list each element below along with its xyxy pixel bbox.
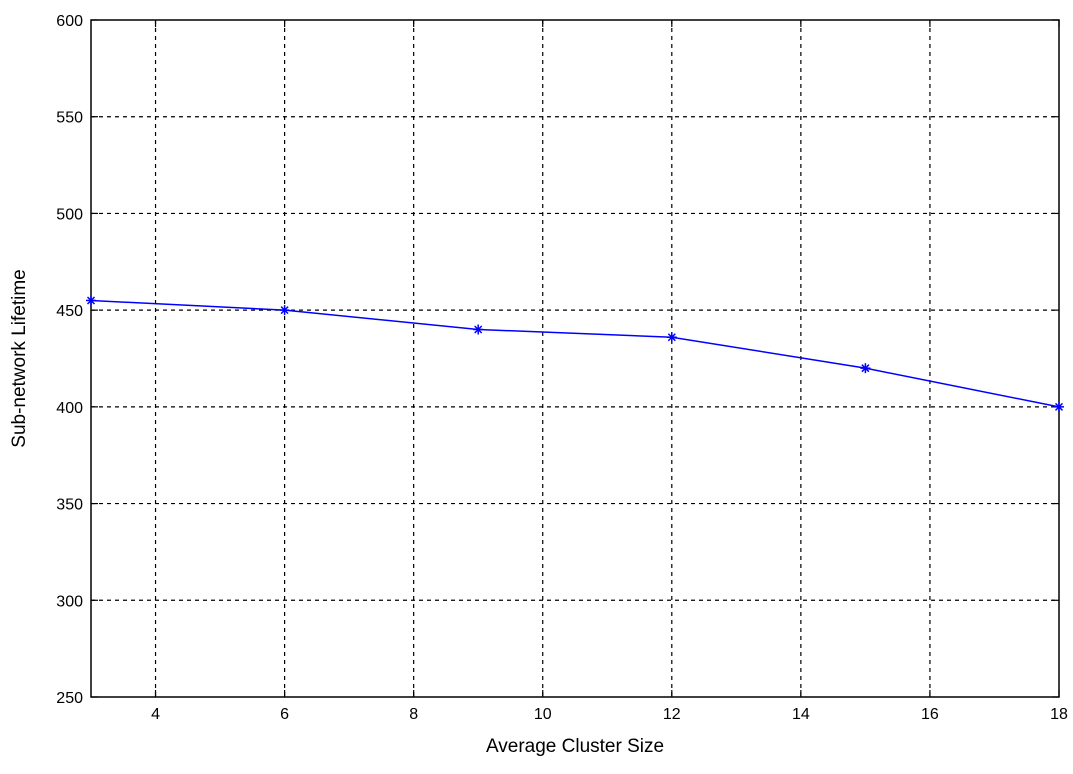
x-tick-label: 6 xyxy=(280,706,289,723)
x-tick-label: 18 xyxy=(1050,706,1068,723)
plot-area-frame xyxy=(90,19,1060,698)
data-series xyxy=(86,295,1064,412)
y-tick-label: 500 xyxy=(56,206,83,223)
y-tick-label: 250 xyxy=(56,690,83,707)
x-tick-label: 16 xyxy=(921,706,939,723)
x-tick-label: 12 xyxy=(663,706,681,723)
data-point-marker xyxy=(279,305,290,316)
x-tick-label: 14 xyxy=(792,706,810,723)
data-point-marker xyxy=(86,295,96,306)
data-point-marker xyxy=(473,324,484,335)
marker-stroke xyxy=(861,364,870,373)
x-tick-label: 8 xyxy=(409,706,418,723)
y-tick-label: 600 xyxy=(56,13,83,30)
y-tick-label: 550 xyxy=(56,110,83,127)
x-tick-label: 4 xyxy=(151,706,160,723)
marker-stroke xyxy=(474,325,483,334)
axis-ticks: 4 6 8 10 12 14 16 18 250 300 350 400 450 500 550 600 xyxy=(56,13,1068,723)
x-axis-label: Average Cluster Size xyxy=(486,736,664,757)
y-axis-label: Sub-network Lifetime xyxy=(9,269,30,447)
marker-stroke xyxy=(1054,402,1064,411)
series-line xyxy=(90,299,1060,408)
data-point-marker xyxy=(860,363,871,374)
marker-stroke xyxy=(280,306,289,315)
x-tick-label: 10 xyxy=(534,706,552,723)
y-tick-label: 400 xyxy=(56,400,83,417)
y-tick-label: 450 xyxy=(56,303,83,320)
y-tick-label: 300 xyxy=(56,593,83,610)
marker-stroke xyxy=(667,333,676,342)
data-point-marker xyxy=(666,332,677,343)
y-tick-label: 350 xyxy=(56,497,83,514)
grid-lines xyxy=(91,20,1059,697)
data-point-marker xyxy=(1054,401,1064,412)
marker-stroke xyxy=(86,296,96,305)
